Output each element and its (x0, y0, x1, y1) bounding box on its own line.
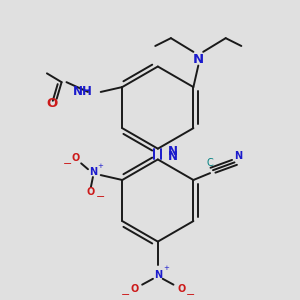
Text: N: N (193, 53, 204, 66)
Text: −: − (96, 192, 105, 202)
Text: N: N (234, 151, 242, 160)
Text: O: O (71, 154, 80, 164)
Text: −: − (185, 290, 195, 300)
Text: N: N (154, 270, 162, 280)
Text: −: − (63, 159, 72, 169)
Text: O: O (87, 187, 95, 197)
Text: +: + (164, 265, 169, 271)
Text: O: O (177, 284, 185, 294)
Text: O: O (46, 97, 57, 110)
Text: NH: NH (73, 85, 93, 98)
Text: −: − (121, 290, 130, 300)
Text: N: N (168, 150, 178, 163)
Text: O: O (130, 284, 139, 294)
Text: N: N (89, 167, 97, 177)
Text: N: N (168, 145, 178, 158)
Text: +: + (97, 163, 103, 169)
Text: C: C (207, 158, 213, 168)
